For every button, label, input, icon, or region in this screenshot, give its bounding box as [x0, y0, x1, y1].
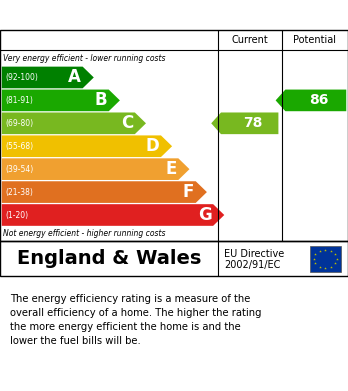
Bar — [310, 246, 341, 271]
Polygon shape — [211, 113, 278, 134]
Polygon shape — [2, 181, 207, 203]
Text: E: E — [165, 160, 176, 178]
Text: The energy efficiency rating is a measure of the
overall efficiency of a home. T: The energy efficiency rating is a measur… — [10, 294, 262, 346]
Polygon shape — [2, 204, 224, 226]
Polygon shape — [2, 135, 172, 157]
Text: Current: Current — [231, 35, 268, 45]
Text: C: C — [121, 114, 133, 132]
Text: (81-91): (81-91) — [5, 96, 33, 105]
Polygon shape — [2, 113, 146, 134]
Text: Energy Efficiency Rating: Energy Efficiency Rating — [10, 7, 220, 23]
Text: Very energy efficient - lower running costs: Very energy efficient - lower running co… — [3, 54, 166, 63]
Text: EU Directive: EU Directive — [224, 249, 285, 258]
Polygon shape — [2, 158, 189, 180]
Polygon shape — [2, 66, 94, 88]
Text: (69-80): (69-80) — [5, 119, 33, 128]
Text: D: D — [145, 137, 159, 155]
Text: (21-38): (21-38) — [5, 188, 33, 197]
Text: B: B — [94, 91, 107, 109]
Text: (55-68): (55-68) — [5, 142, 33, 151]
Text: (92-100): (92-100) — [5, 73, 38, 82]
Text: F: F — [183, 183, 194, 201]
Text: 86: 86 — [310, 93, 329, 108]
Text: 2002/91/EC: 2002/91/EC — [224, 260, 281, 270]
Text: Not energy efficient - higher running costs: Not energy efficient - higher running co… — [3, 230, 166, 239]
Polygon shape — [276, 90, 346, 111]
Polygon shape — [2, 90, 120, 111]
Text: (39-54): (39-54) — [5, 165, 33, 174]
Text: Potential: Potential — [293, 35, 337, 45]
Text: (1-20): (1-20) — [5, 210, 28, 219]
Text: G: G — [198, 206, 212, 224]
Text: 78: 78 — [244, 116, 263, 130]
Text: A: A — [68, 68, 81, 86]
Text: England & Wales: England & Wales — [17, 249, 201, 268]
